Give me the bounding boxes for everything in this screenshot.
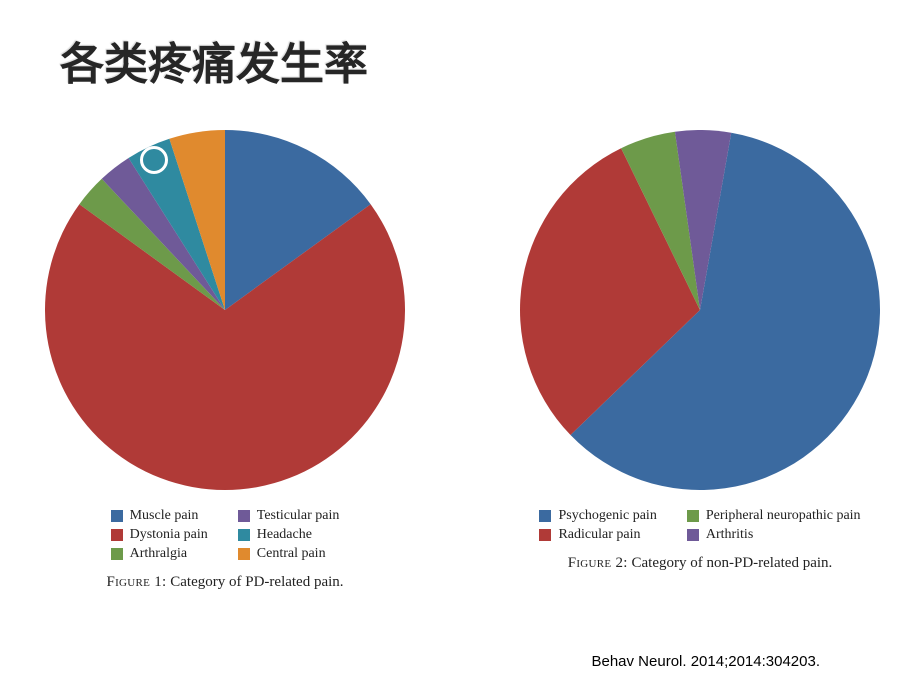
legend-swatch xyxy=(111,529,123,541)
legend-label: Psychogenic pain xyxy=(558,508,656,524)
figure-1-pie xyxy=(45,130,405,490)
figure-1-caption-prefix: Figure 1: xyxy=(106,574,166,590)
legend-label: Peripheral neuropathic pain xyxy=(706,508,861,524)
legend-item: Muscle pain xyxy=(111,508,208,524)
legend-item: Psychogenic pain xyxy=(539,508,656,524)
legend-label: Arthritis xyxy=(706,527,753,543)
figure-2-caption-text: Category of non-PD-related pain. xyxy=(632,555,833,571)
legend-swatch xyxy=(238,510,250,522)
legend-swatch xyxy=(238,529,250,541)
legend-item: Peripheral neuropathic pain xyxy=(687,508,861,524)
figure-2-legend: Psychogenic pain Peripheral neuropathic p… xyxy=(539,508,860,543)
citation: Behav Neurol. 2014;2014:304203. xyxy=(591,653,820,670)
legend-swatch xyxy=(238,548,250,560)
legend-item: Arthralgia xyxy=(111,546,208,562)
legend-item: Headache xyxy=(238,527,340,543)
legend-swatch xyxy=(539,529,551,541)
figure-1-legend: Muscle pain Testicular pain Dystonia pain H… xyxy=(111,508,340,562)
slide: 各类疼痛发生率 Muscle pain Testicular pain Dyston… xyxy=(0,0,920,690)
legend-swatch xyxy=(111,510,123,522)
legend-label: Muscle pain xyxy=(130,508,199,524)
legend-label: Radicular pain xyxy=(558,527,640,543)
figure-2-pie xyxy=(520,130,880,490)
legend-swatch xyxy=(687,510,699,522)
figure-1-caption-text: Category of PD-related pain. xyxy=(170,574,343,590)
figure-1-caption: Figure 1: Category of PD-related pain. xyxy=(106,574,343,591)
legend-swatch xyxy=(687,529,699,541)
legend-item: Arthritis xyxy=(687,527,861,543)
page-title: 各类疼痛发生率 xyxy=(60,28,368,92)
legend-swatch xyxy=(111,548,123,560)
legend-label: Dystonia pain xyxy=(130,527,208,543)
legend-item: Central pain xyxy=(238,546,340,562)
figure-2-caption-prefix: Figure 2: xyxy=(568,555,628,571)
legend-label: Central pain xyxy=(257,546,326,562)
legend-item: Radicular pain xyxy=(539,527,656,543)
figure-1: Muscle pain Testicular pain Dystonia pain H… xyxy=(45,130,405,591)
legend-item: Testicular pain xyxy=(238,508,340,524)
figure-2-caption: Figure 2: Category of non-PD-related pai… xyxy=(568,555,833,572)
legend-label: Headache xyxy=(257,527,312,543)
figure-2: Psychogenic pain Peripheral neuropathic p… xyxy=(520,130,880,591)
figures-row: Muscle pain Testicular pain Dystonia pain H… xyxy=(0,130,920,591)
legend-label: Arthralgia xyxy=(130,546,188,562)
legend-label: Testicular pain xyxy=(257,508,340,524)
legend-item: Dystonia pain xyxy=(111,527,208,543)
figure-2-pie-wrap xyxy=(520,130,880,490)
legend-swatch xyxy=(539,510,551,522)
figure-1-pie-wrap xyxy=(45,130,405,490)
